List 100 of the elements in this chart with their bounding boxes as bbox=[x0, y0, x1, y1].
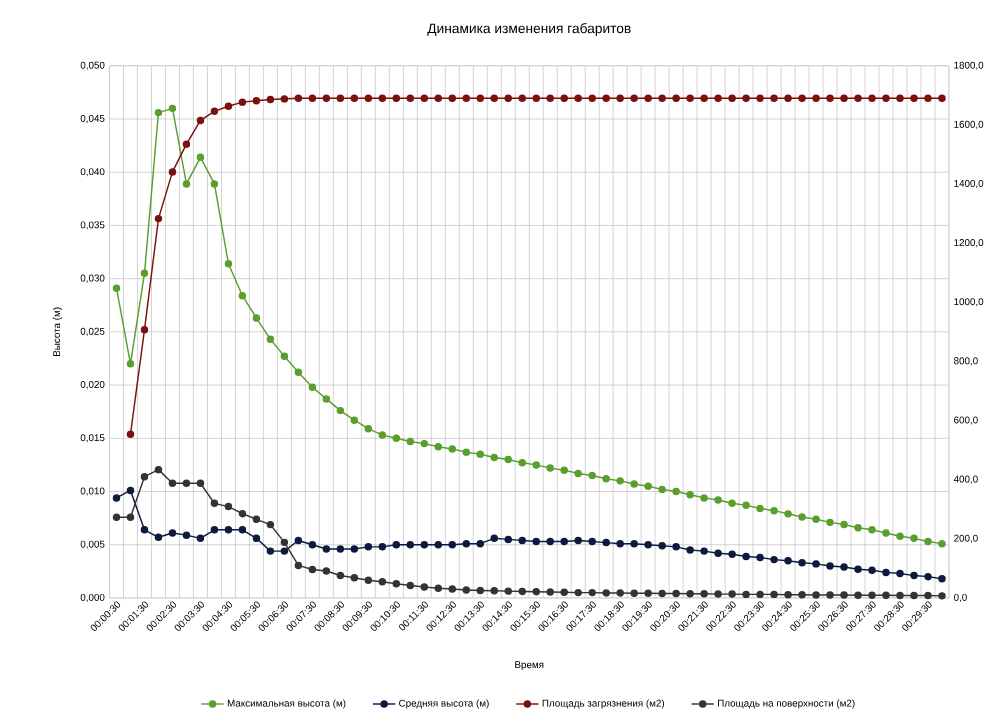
point bbox=[616, 540, 624, 548]
point bbox=[714, 496, 722, 504]
point bbox=[938, 540, 946, 548]
point bbox=[308, 565, 317, 574]
point bbox=[392, 434, 401, 443]
point bbox=[728, 499, 736, 508]
point bbox=[210, 499, 219, 508]
y2-tick-label: 1200,0 bbox=[954, 239, 984, 248]
point bbox=[336, 407, 345, 415]
point bbox=[770, 556, 778, 564]
point bbox=[504, 587, 512, 596]
point bbox=[798, 513, 806, 521]
point bbox=[798, 94, 806, 103]
point bbox=[168, 479, 177, 488]
point bbox=[392, 580, 401, 588]
point bbox=[728, 550, 736, 559]
point bbox=[322, 567, 331, 575]
point bbox=[238, 526, 247, 534]
point bbox=[812, 560, 820, 568]
point bbox=[588, 537, 596, 546]
y2-tick-label: 1400,0 bbox=[954, 180, 984, 189]
point bbox=[882, 529, 890, 537]
legend-label: Площадь на поверхности (м2) bbox=[718, 699, 855, 709]
point bbox=[434, 541, 443, 549]
point bbox=[476, 450, 484, 459]
y-tick-label: 0,025 bbox=[80, 327, 105, 337]
point bbox=[154, 533, 163, 542]
point bbox=[532, 94, 540, 103]
point bbox=[560, 588, 568, 597]
point bbox=[112, 513, 121, 522]
point bbox=[518, 94, 526, 103]
point bbox=[182, 479, 191, 488]
point bbox=[406, 94, 415, 103]
point bbox=[826, 518, 834, 527]
point bbox=[140, 269, 149, 278]
point bbox=[462, 540, 470, 548]
y-tick-label: 0,030 bbox=[80, 274, 105, 283]
point bbox=[210, 180, 219, 188]
point bbox=[840, 563, 848, 571]
point bbox=[266, 547, 275, 555]
point bbox=[238, 510, 247, 518]
point bbox=[630, 480, 638, 488]
point bbox=[322, 395, 331, 403]
point bbox=[910, 534, 918, 543]
point bbox=[532, 537, 540, 546]
point bbox=[826, 591, 834, 599]
point bbox=[896, 569, 904, 578]
point bbox=[238, 292, 247, 300]
point bbox=[770, 507, 778, 515]
point bbox=[630, 540, 638, 548]
point bbox=[364, 543, 373, 551]
point bbox=[756, 590, 764, 599]
point bbox=[448, 541, 457, 549]
point bbox=[910, 572, 918, 580]
point bbox=[588, 589, 596, 597]
legend-label: Максимальная высота (м) bbox=[227, 699, 346, 709]
point bbox=[658, 542, 666, 550]
point bbox=[224, 260, 233, 268]
point bbox=[924, 94, 932, 103]
point bbox=[840, 520, 848, 529]
point bbox=[770, 94, 778, 103]
point bbox=[938, 575, 946, 583]
point bbox=[126, 430, 135, 439]
y-tick-label: 0,015 bbox=[80, 434, 105, 443]
point bbox=[700, 547, 708, 555]
point bbox=[672, 487, 680, 496]
point bbox=[770, 590, 778, 599]
point bbox=[490, 534, 498, 543]
point bbox=[910, 592, 918, 600]
point bbox=[742, 590, 750, 599]
point bbox=[168, 168, 177, 176]
point bbox=[364, 94, 373, 103]
point bbox=[126, 486, 135, 495]
point bbox=[840, 94, 848, 103]
point bbox=[280, 95, 289, 103]
y-axis-title: Высота (м) bbox=[52, 307, 63, 357]
point bbox=[672, 543, 680, 551]
point bbox=[392, 541, 401, 549]
point bbox=[784, 591, 792, 599]
point bbox=[336, 545, 345, 553]
point bbox=[112, 284, 121, 293]
point bbox=[280, 538, 289, 547]
y2-tick-label: 0,0 bbox=[953, 594, 967, 603]
point bbox=[854, 94, 862, 103]
point bbox=[476, 586, 484, 595]
legend-label: Средняя высота (м) bbox=[399, 699, 489, 709]
point bbox=[784, 510, 792, 518]
point bbox=[490, 587, 498, 595]
point bbox=[420, 541, 429, 549]
point bbox=[266, 95, 275, 104]
point bbox=[574, 536, 582, 545]
point bbox=[504, 94, 512, 103]
point bbox=[882, 94, 890, 103]
point bbox=[588, 94, 596, 103]
y-tick-label: 0,020 bbox=[80, 381, 105, 390]
point bbox=[742, 501, 750, 510]
point bbox=[756, 94, 764, 103]
point bbox=[406, 541, 415, 549]
point bbox=[602, 475, 610, 483]
point bbox=[252, 534, 261, 543]
